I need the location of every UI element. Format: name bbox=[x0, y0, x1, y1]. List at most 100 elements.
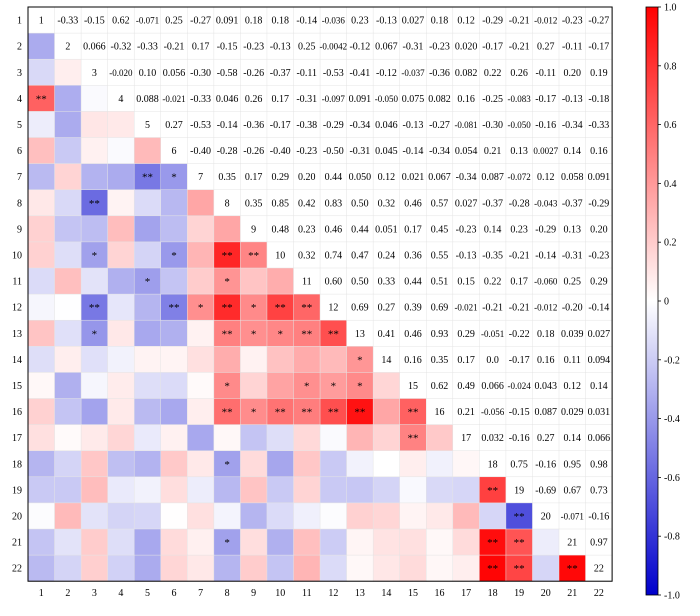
colorbar-tick-label: 0 bbox=[664, 297, 669, 308]
correlation-value: -0.37 bbox=[562, 198, 583, 209]
heatmap-cell bbox=[319, 502, 348, 530]
heatmap-cell bbox=[240, 372, 268, 400]
heatmap-cell bbox=[160, 6, 188, 34]
heatmap-cell bbox=[54, 189, 82, 217]
heatmap-cell bbox=[293, 85, 321, 112]
heatmap-cell bbox=[54, 58, 82, 86]
heatmap-cell bbox=[160, 372, 188, 400]
heatmap-cell bbox=[293, 346, 321, 373]
significance-mark: ** bbox=[275, 407, 286, 419]
heatmap-cell bbox=[399, 215, 427, 243]
significance-mark: ** bbox=[301, 302, 312, 314]
heatmap-cell bbox=[372, 189, 401, 217]
correlation-value: 0.0027 bbox=[533, 146, 558, 156]
y-tick-label: 13 bbox=[12, 329, 22, 340]
heatmap-cell bbox=[54, 6, 82, 34]
heatmap-cell bbox=[107, 85, 135, 112]
correlation-value: -0.036 bbox=[322, 16, 346, 26]
heatmap-cell bbox=[452, 58, 480, 86]
y-tick-label: 9 bbox=[17, 224, 22, 235]
significance-mark: ** bbox=[169, 302, 180, 314]
heatmap-cell bbox=[160, 424, 188, 452]
heatmap-cell bbox=[54, 424, 82, 452]
correlation-value: -0.33 bbox=[190, 94, 211, 105]
correlation-value: 0.32 bbox=[298, 250, 316, 261]
heatmap-cell bbox=[80, 502, 109, 530]
correlation-value: -0.17 bbox=[509, 355, 530, 366]
x-tick-label: 13 bbox=[355, 588, 365, 599]
x-tick-label: 18 bbox=[488, 588, 498, 599]
correlation-value: -0.40 bbox=[270, 146, 291, 157]
correlation-value: 0.020 bbox=[455, 42, 478, 53]
heatmap-cell bbox=[293, 450, 321, 478]
correlation-value: 0.054 bbox=[455, 146, 478, 157]
significance-mark: * bbox=[331, 380, 337, 392]
y-tick-label: 8 bbox=[17, 198, 22, 209]
heatmap-cell bbox=[160, 215, 188, 243]
significance-mark: * bbox=[171, 172, 177, 184]
correlation-value: -0.012 bbox=[534, 16, 557, 26]
heatmap-cell bbox=[505, 215, 533, 243]
heatmap-cell bbox=[426, 476, 454, 504]
correlation-value: -0.15 bbox=[217, 42, 238, 53]
heatmap-cell bbox=[452, 450, 480, 478]
heatmap-cell bbox=[54, 476, 82, 504]
correlation-value: 0.27 bbox=[537, 42, 555, 53]
y-tick-label: 1 bbox=[17, 16, 22, 27]
significance-mark: ** bbox=[407, 407, 418, 419]
correlation-value: -0.50 bbox=[323, 146, 344, 157]
heatmap-cell bbox=[187, 215, 215, 243]
heatmap-cell bbox=[107, 554, 135, 582]
heatmap-cell bbox=[80, 267, 109, 295]
heatmap-cell bbox=[160, 502, 188, 530]
correlation-value: -0.043 bbox=[534, 198, 558, 208]
heatmap-cell bbox=[505, 398, 533, 426]
heatmap-cell bbox=[532, 372, 560, 400]
correlation-value: 0.46 bbox=[404, 198, 422, 209]
x-tick-label: 16 bbox=[435, 588, 445, 599]
correlation-value: 0.13 bbox=[564, 224, 582, 235]
correlation-value: 0.21 bbox=[484, 146, 502, 157]
heatmap-cell bbox=[160, 319, 188, 347]
heatmap-cell bbox=[319, 137, 348, 165]
heatmap-cell bbox=[346, 528, 374, 556]
correlation-value: 0.17 bbox=[271, 94, 289, 105]
heatmap-cell bbox=[213, 85, 241, 112]
correlation-value: 0.95 bbox=[564, 459, 582, 470]
x-tick-label: 11 bbox=[302, 588, 312, 599]
y-tick-label: 17 bbox=[12, 433, 22, 444]
heatmap-cell bbox=[399, 502, 427, 530]
heatmap-cell bbox=[213, 241, 241, 269]
correlation-value: 0.27 bbox=[537, 433, 555, 444]
y-tick-label: 16 bbox=[12, 407, 22, 418]
heatmap-cell bbox=[54, 450, 82, 478]
heatmap-cell bbox=[426, 528, 454, 556]
correlation-value: 0.35 bbox=[245, 198, 263, 209]
significance-mark: * bbox=[251, 302, 257, 314]
correlation-value: 0.16 bbox=[590, 146, 608, 157]
correlation-value: 0.067 bbox=[375, 42, 398, 53]
correlation-value: 0.26 bbox=[510, 68, 528, 79]
correlation-value: 0.21 bbox=[457, 407, 475, 418]
heatmap-cell bbox=[27, 476, 56, 504]
correlation-value: 0.029 bbox=[561, 407, 584, 418]
significance-mark: ** bbox=[354, 407, 365, 419]
correlation-value: 0.27 bbox=[165, 120, 183, 131]
diagonal-label: 18 bbox=[488, 459, 498, 470]
colorbar-tick-label: -1.0 bbox=[664, 591, 680, 602]
correlation-value: 0.69 bbox=[351, 303, 369, 314]
correlation-value: 0.75 bbox=[510, 459, 528, 470]
heatmap-cell bbox=[585, 502, 613, 530]
heatmap-cell bbox=[558, 215, 587, 243]
correlation-value: 0.087 bbox=[534, 407, 557, 418]
heatmap-cell bbox=[293, 215, 321, 243]
correlation-value: -0.28 bbox=[509, 198, 530, 209]
heatmap-cell bbox=[346, 163, 374, 191]
correlation-value: 0.11 bbox=[564, 355, 581, 366]
heatmap-cell bbox=[240, 241, 268, 269]
heatmap-cell bbox=[240, 346, 268, 373]
correlation-value: 0.27 bbox=[378, 303, 396, 314]
correlation-value: -0.29 bbox=[588, 198, 609, 209]
correlation-value: 0.075 bbox=[402, 94, 425, 105]
correlation-value: -0.34 bbox=[562, 120, 583, 131]
